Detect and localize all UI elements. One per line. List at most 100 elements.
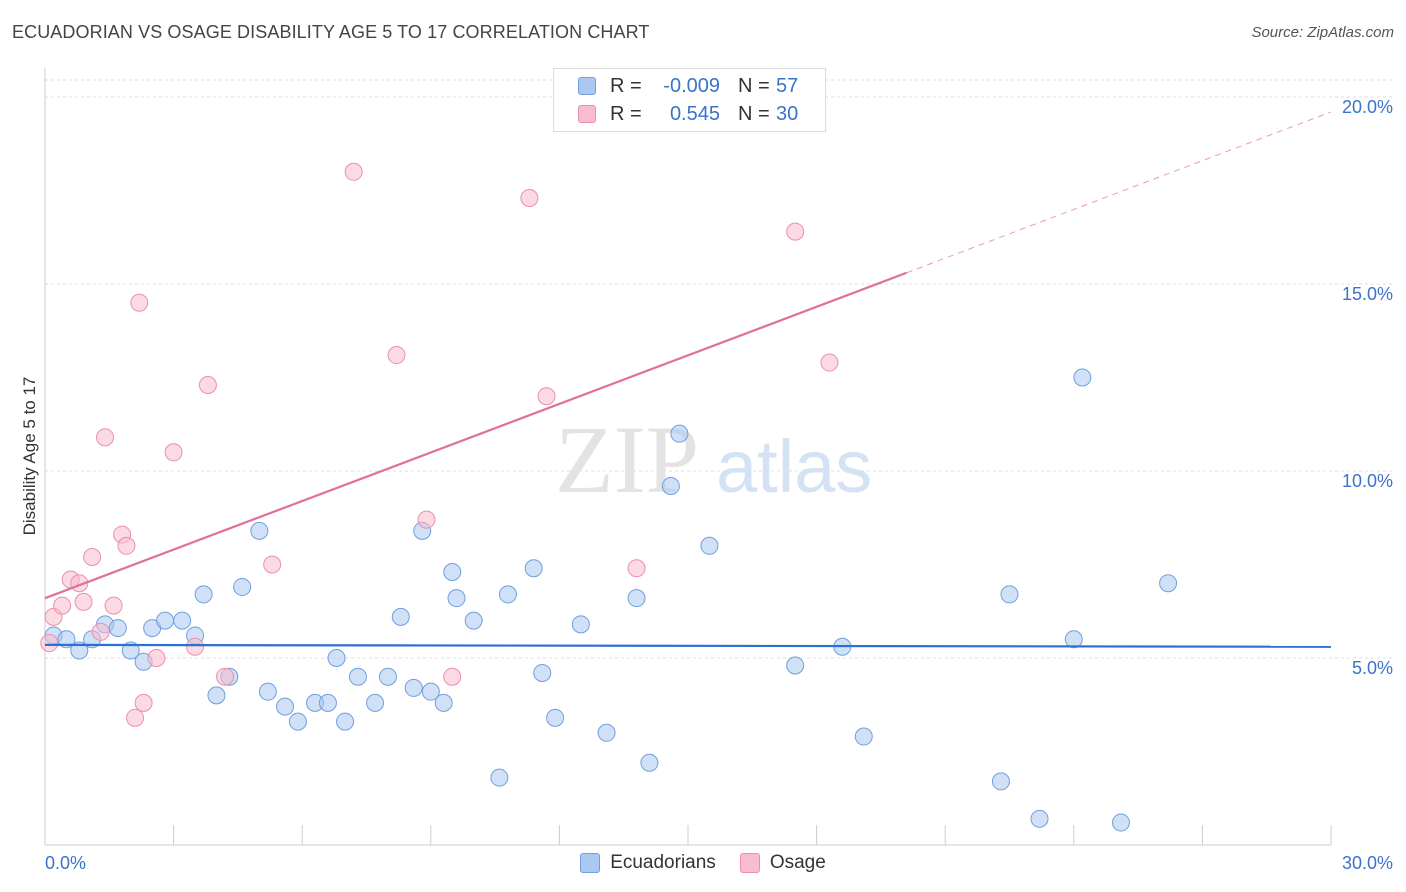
point-ecuadorians: [250, 521, 269, 540]
x-tick-label: 30.0%: [1342, 853, 1393, 873]
point-ecuadorians: [524, 559, 543, 578]
legend-n-value: 57: [776, 74, 799, 97]
point-ecuadorians: [258, 682, 277, 701]
point-ecuadorians: [378, 667, 397, 686]
point-osage: [344, 162, 363, 181]
legend-swatch-ecuadorians: [580, 853, 601, 873]
point-osage: [198, 375, 217, 394]
legend-r-value: -0.009: [663, 74, 720, 97]
legend-label-ecuadorians: Ecuadorians: [610, 852, 716, 873]
grid-layer: [45, 79, 1392, 659]
point-osage: [126, 708, 145, 727]
point-osage: [186, 637, 205, 656]
point-osage: [91, 622, 110, 641]
point-ecuadorians: [786, 656, 805, 675]
point-ecuadorians: [121, 641, 140, 660]
points-layer: [40, 162, 1178, 832]
point-osage: [53, 596, 72, 615]
point-osage: [627, 559, 646, 578]
point-ecuadorians: [464, 611, 483, 630]
point-ecuadorians: [1064, 630, 1083, 649]
point-ecuadorians: [447, 589, 466, 608]
legend-n-label: N =: [738, 102, 770, 125]
legend-n-value: 30: [776, 102, 799, 125]
point-ecuadorians: [404, 678, 423, 697]
x-tick-label: 0.0%: [45, 853, 86, 873]
stats-legend: R = -0.009 N = 57 R = 0.545 N = 30: [553, 68, 826, 132]
trendline-osage: [44, 271, 908, 600]
legend-item-osage: Osage: [739, 852, 826, 874]
point-ecuadorians: [640, 753, 659, 772]
point-osage: [147, 649, 166, 667]
point-ecuadorians: [288, 712, 307, 731]
y-tick-label: 10.0%: [1342, 471, 1393, 491]
legend-row-osage: R = 0.545 N = 30: [578, 101, 798, 127]
point-ecuadorians: [661, 476, 680, 495]
point-osage: [216, 667, 235, 686]
point-ecuadorians: [421, 682, 440, 701]
point-ecuadorians: [443, 562, 462, 581]
watermark-atlas: atlas: [716, 425, 872, 508]
point-osage: [104, 596, 123, 615]
point-ecuadorians: [276, 697, 295, 716]
point-ecuadorians: [391, 607, 410, 626]
point-ecuadorians: [670, 424, 689, 443]
legend-r-value: 0.545: [669, 102, 720, 125]
point-ecuadorians: [700, 536, 719, 555]
point-ecuadorians: [1000, 585, 1019, 604]
point-osage: [40, 634, 59, 653]
point-ecuadorians: [318, 693, 337, 712]
legend-swatch-osage: [578, 105, 596, 123]
point-osage: [786, 222, 805, 241]
legend-swatch-osage: [739, 853, 760, 873]
point-osage: [443, 667, 462, 686]
legend-r-label: R =: [610, 74, 642, 97]
point-ecuadorians: [498, 585, 517, 604]
point-ecuadorians: [1111, 813, 1130, 832]
point-ecuadorians: [173, 611, 192, 630]
chart-source: Source: ZipAtlas.com: [1251, 24, 1394, 41]
watermark-zip: ZIP: [555, 406, 699, 513]
point-ecuadorians: [366, 693, 385, 712]
point-osage: [820, 353, 839, 372]
point-ecuadorians: [1030, 809, 1049, 828]
point-ecuadorians: [336, 712, 355, 731]
trend-layer: [44, 111, 1332, 648]
point-ecuadorians: [1159, 574, 1178, 593]
point-osage: [263, 555, 282, 574]
point-ecuadorians: [991, 772, 1010, 791]
axis-layer: [44, 68, 1332, 846]
legend-label-osage: Osage: [769, 852, 826, 873]
point-osage: [417, 510, 436, 529]
legend-item-ecuadorians: Ecuadorians: [580, 852, 716, 874]
point-osage: [74, 592, 93, 611]
point-ecuadorians: [57, 630, 76, 649]
point-osage: [164, 443, 183, 462]
chart-title: ECUADORIAN VS OSAGE DISABILITY AGE 5 TO …: [12, 22, 650, 42]
point-ecuadorians: [233, 577, 252, 596]
point-ecuadorians: [854, 727, 873, 746]
point-ecuadorians: [597, 723, 616, 742]
point-ecuadorians: [546, 708, 565, 727]
point-ecuadorians: [571, 615, 590, 634]
point-osage: [117, 536, 136, 555]
point-osage: [96, 428, 115, 447]
point-ecuadorians: [156, 611, 175, 630]
point-ecuadorians: [194, 585, 213, 604]
point-osage: [537, 387, 556, 406]
point-ecuadorians: [434, 693, 453, 712]
point-ecuadorians: [1073, 368, 1092, 387]
watermark: ZIP atlas: [555, 406, 872, 513]
point-osage: [520, 188, 539, 207]
point-ecuadorians: [348, 667, 367, 686]
point-ecuadorians: [327, 649, 346, 667]
legend-r-label: R =: [610, 102, 642, 125]
legend-row-ecuadorians: R = -0.009 N = 57: [578, 73, 798, 99]
trendline-ecuadorians: [44, 643, 1332, 648]
point-osage: [83, 548, 102, 567]
series-legend: Ecuadorians Osage: [0, 852, 1406, 874]
point-osage: [130, 293, 149, 312]
tick-label-layer: 5.0% 10.0% 15.0% 20.0% 0.0% 30.0%: [45, 97, 1393, 873]
legend-swatch-ecuadorians: [578, 77, 596, 95]
point-ecuadorians: [490, 768, 509, 787]
